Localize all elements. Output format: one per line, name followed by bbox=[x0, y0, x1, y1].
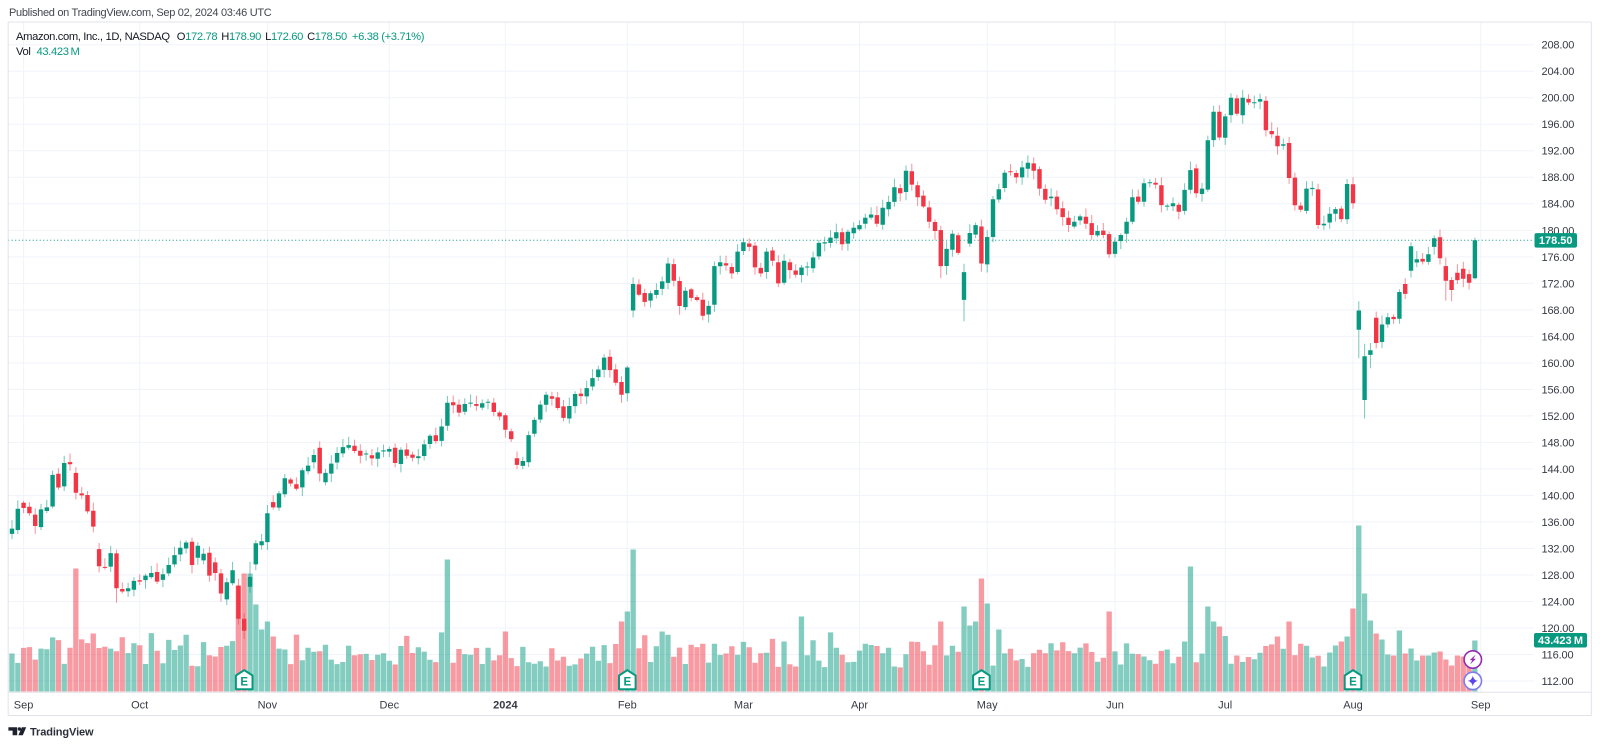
svg-text:Published on TradingView.com,: Published on TradingView.com, Sep 02, 20… bbox=[9, 7, 272, 19]
svg-text:128.00: 128.00 bbox=[1542, 570, 1575, 582]
svg-text:116.00: 116.00 bbox=[1542, 649, 1574, 661]
svg-text:E: E bbox=[623, 676, 631, 688]
svg-text:152.00: 152.00 bbox=[1542, 411, 1575, 423]
svg-text:112.00: 112.00 bbox=[1542, 676, 1574, 688]
svg-text:196.00: 196.00 bbox=[1542, 119, 1575, 131]
svg-text:144.00: 144.00 bbox=[1542, 464, 1575, 476]
svg-text:E: E bbox=[240, 676, 248, 688]
svg-text:Aug: Aug bbox=[1343, 700, 1363, 712]
svg-text:Vol: Vol bbox=[16, 46, 31, 58]
svg-text:156.00: 156.00 bbox=[1542, 384, 1575, 396]
svg-text:Sep: Sep bbox=[1471, 700, 1491, 712]
svg-text:172.00: 172.00 bbox=[1542, 278, 1575, 290]
svg-text:140.00: 140.00 bbox=[1542, 490, 1575, 502]
svg-text:208.00: 208.00 bbox=[1542, 40, 1575, 52]
svg-text:Feb: Feb bbox=[618, 700, 637, 712]
svg-text:Mar: Mar bbox=[734, 700, 753, 712]
svg-text:200.00: 200.00 bbox=[1542, 93, 1575, 105]
svg-text:Dec: Dec bbox=[380, 700, 400, 712]
svg-text:E: E bbox=[1349, 676, 1357, 688]
svg-text:Apr: Apr bbox=[851, 700, 868, 712]
svg-text:120.00: 120.00 bbox=[1542, 623, 1575, 635]
svg-text:2024: 2024 bbox=[493, 700, 518, 712]
svg-text:May: May bbox=[977, 700, 998, 712]
svg-text:Jul: Jul bbox=[1218, 700, 1232, 712]
svg-text:192.00: 192.00 bbox=[1542, 146, 1575, 158]
svg-text:148.00: 148.00 bbox=[1542, 437, 1575, 449]
svg-text:176.00: 176.00 bbox=[1542, 252, 1575, 264]
svg-text:E: E bbox=[978, 676, 986, 688]
svg-text:184.00: 184.00 bbox=[1542, 199, 1575, 211]
svg-text:160.00: 160.00 bbox=[1542, 358, 1575, 370]
svg-text:Sep: Sep bbox=[14, 700, 34, 712]
svg-text:168.00: 168.00 bbox=[1542, 305, 1575, 317]
svg-text:Jun: Jun bbox=[1106, 700, 1124, 712]
svg-text:178.50: 178.50 bbox=[1539, 235, 1573, 247]
svg-text:164.00: 164.00 bbox=[1542, 331, 1575, 343]
svg-text:136.00: 136.00 bbox=[1542, 517, 1575, 529]
svg-text:TradingView: TradingView bbox=[30, 727, 94, 739]
svg-text:124.00: 124.00 bbox=[1542, 596, 1575, 608]
svg-text:204.00: 204.00 bbox=[1542, 66, 1575, 78]
svg-text:Oct: Oct bbox=[131, 700, 148, 712]
svg-text:43.423 M: 43.423 M bbox=[37, 46, 80, 58]
svg-text:188.00: 188.00 bbox=[1542, 172, 1575, 184]
svg-text:Nov: Nov bbox=[258, 700, 278, 712]
svg-text:132.00: 132.00 bbox=[1542, 543, 1575, 555]
svg-text:43.423 M: 43.423 M bbox=[1538, 635, 1583, 647]
